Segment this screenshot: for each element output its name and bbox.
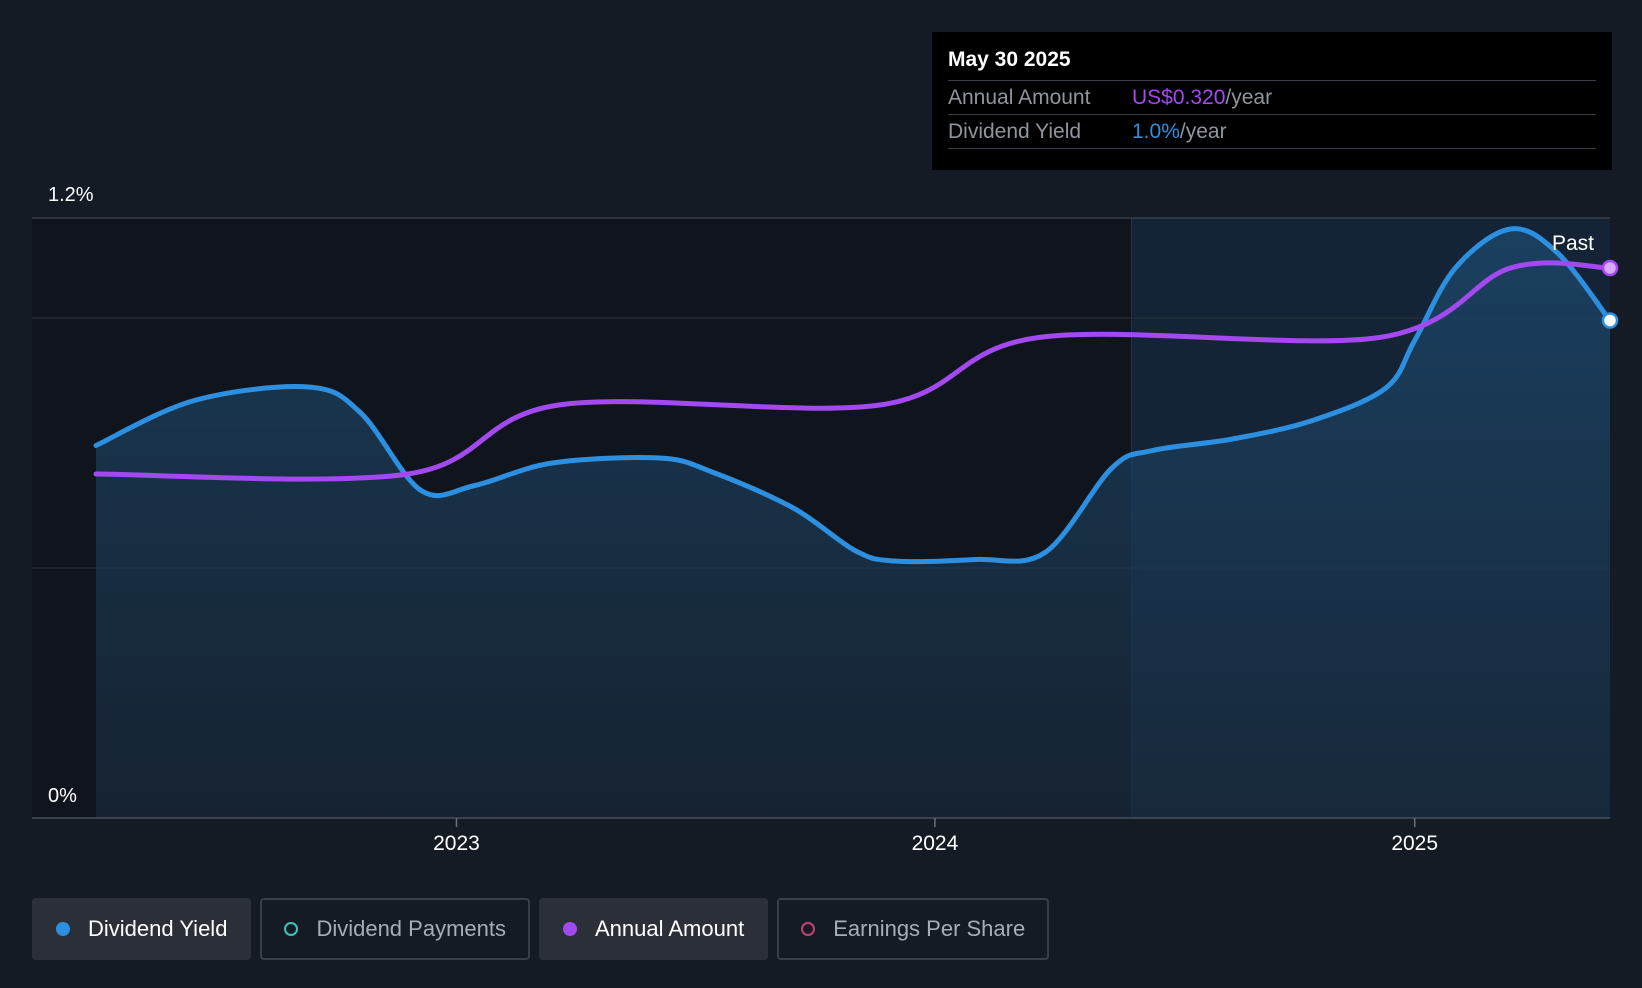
tooltip-panel: May 30 2025 Annual Amount US$0.320 /year… bbox=[932, 32, 1612, 170]
legend-label: Earnings Per Share bbox=[833, 916, 1026, 941]
legend-dot-icon bbox=[562, 922, 577, 936]
annual-amount-endpoint bbox=[1601, 259, 1619, 277]
tooltip-row-dividend-yield: Dividend Yield 1.0% /year bbox=[948, 115, 1596, 149]
y-tick-label-top: 1.2% bbox=[48, 184, 94, 206]
tooltip-row-annual-amount: Annual Amount US$0.320 /year bbox=[948, 81, 1596, 115]
y-tick-label-bottom: 0% bbox=[48, 785, 77, 807]
legend-item-earnings-per-share[interactable]: Earnings Per Share bbox=[777, 898, 1050, 960]
legend-ring-icon bbox=[801, 922, 816, 936]
tooltip-label: Annual Amount bbox=[948, 86, 1091, 109]
dividend-yield-endpoint bbox=[1601, 312, 1619, 329]
legend-label: Annual Amount bbox=[594, 916, 745, 941]
past-label: Past bbox=[1552, 232, 1594, 255]
legend-ring-icon bbox=[284, 922, 299, 936]
legend-item-dividend-yield[interactable]: Dividend Yield bbox=[32, 898, 252, 960]
tooltip-unit: /year bbox=[1179, 120, 1227, 143]
tooltip-value: 1.0% bbox=[1132, 120, 1180, 143]
x-tick-label: 2024 bbox=[912, 832, 959, 855]
legend: Dividend Yield Dividend Payments Annual … bbox=[32, 898, 1050, 960]
tooltip-value: US$0.320 bbox=[1132, 86, 1226, 109]
tooltip-date: May 30 2025 bbox=[948, 46, 1596, 81]
x-tick-label: 2025 bbox=[1391, 832, 1438, 855]
annual-amount-line bbox=[93, 260, 1613, 482]
dividend-yield-area bbox=[96, 228, 1610, 819]
legend-label: Dividend Yield bbox=[88, 916, 228, 941]
x-tick-label: 2023 bbox=[433, 832, 480, 855]
tooltip-unit: /year bbox=[1225, 86, 1273, 109]
legend-dot-icon bbox=[56, 922, 70, 936]
legend-item-annual-amount[interactable]: Annual Amount bbox=[538, 898, 769, 960]
legend-item-dividend-payments[interactable]: Dividend Payments bbox=[260, 898, 530, 960]
tooltip-label: Dividend Yield bbox=[948, 120, 1082, 143]
legend-label: Dividend Payments bbox=[316, 916, 506, 941]
dividend-yield-line bbox=[93, 226, 1613, 565]
